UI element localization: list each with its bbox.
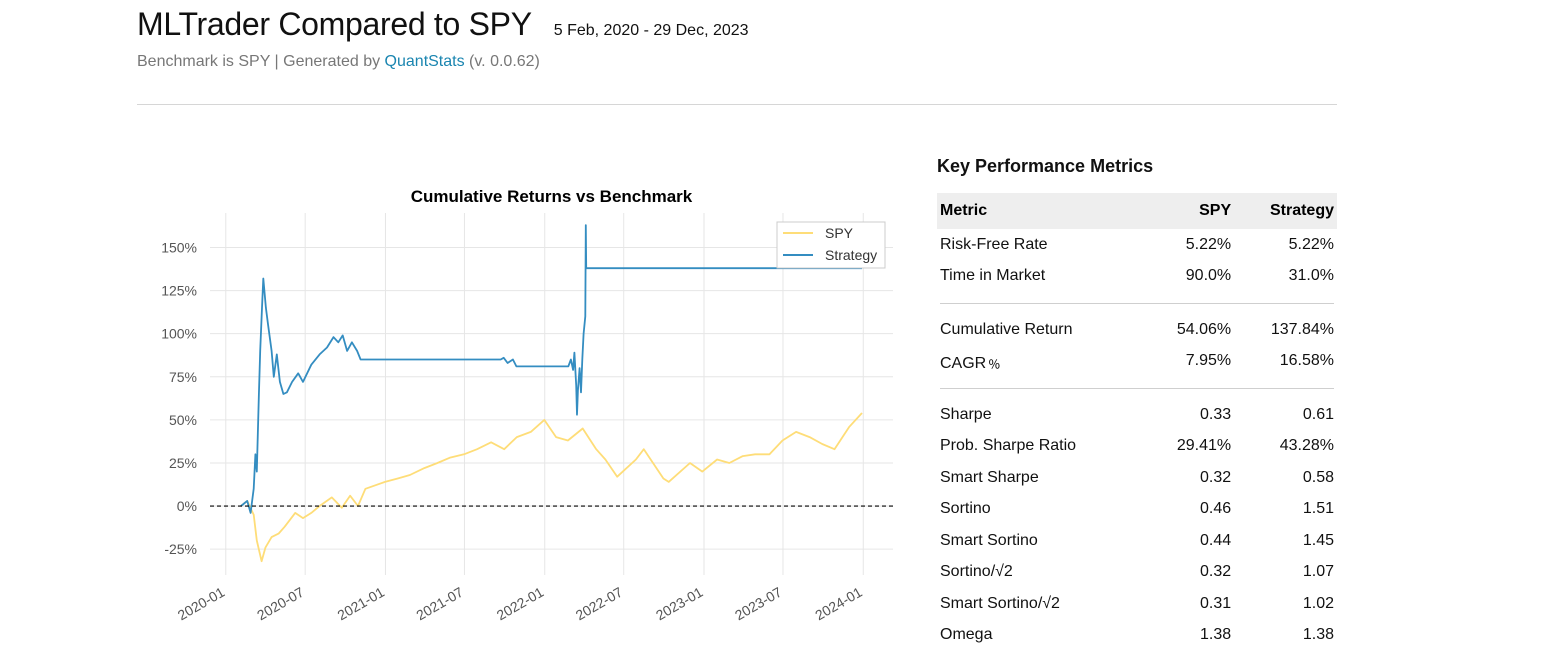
metrics-col-metric: Metric <box>940 202 988 219</box>
metric-name: Smart Sharpe <box>940 468 1039 486</box>
spy-value: 1.38 <box>1200 626 1232 644</box>
strategy-value: 1.07 <box>1302 563 1334 581</box>
strategy-value: 137.84% <box>1270 320 1334 338</box>
chart-title: Cumulative Returns vs Benchmark <box>411 187 693 206</box>
spy-value: 90.0% <box>1185 267 1232 285</box>
cumulative-returns-chart: Cumulative Returns vs Benchmark -25% 0% 25%… <box>137 170 907 668</box>
metrics-row: Smart Sortino 0.44 1.45 <box>937 525 1337 557</box>
y-tick-label: 125% <box>161 283 197 299</box>
metrics-row: Prob. Sharpe Ratio 29.41% 43.28% <box>937 431 1337 463</box>
strategy-value: 43.28% <box>1279 437 1334 455</box>
y-tick-label: 150% <box>161 239 197 255</box>
legend-box <box>776 221 886 269</box>
x-tick-label: 2020-01 <box>175 584 228 624</box>
metrics-col-strategy: Strategy <box>1269 202 1334 219</box>
report-header: MLTrader Compared to SPY 5 Feb, 2020 - 2… <box>137 6 749 71</box>
title-row: MLTrader Compared to SPY 5 Feb, 2020 - 2… <box>137 6 749 43</box>
metrics-table: Metric SPY Strategy Risk-Free Rate 5.22% 5… <box>937 193 1337 651</box>
subtitle: Benchmark is SPY | Generated by QuantSta… <box>137 53 749 71</box>
metrics-header-row: Metric SPY Strategy <box>937 193 1337 229</box>
divider-line <box>940 387 1334 389</box>
y-tick-label: 50% <box>169 412 197 428</box>
divider-cell <box>937 292 1337 314</box>
header-divider <box>137 104 1337 105</box>
metric-name: Sortino <box>940 500 991 518</box>
y-tick-label: 25% <box>169 455 197 471</box>
divider-line <box>940 302 1334 304</box>
x-tick-label: 2022-07 <box>573 584 626 624</box>
spy-value: 54.06% <box>1176 320 1232 338</box>
metrics-group-divider <box>937 292 1337 314</box>
x-tick-label: 2021-01 <box>334 584 387 624</box>
strategy-value: 31.0% <box>1288 267 1334 285</box>
series-line-strategy <box>240 224 862 514</box>
chart-svg: Cumulative Returns vs Benchmark -25% 0% 25%… <box>161 187 893 624</box>
spy-value: 29.41% <box>1176 437 1232 455</box>
spy-value: 0.32 <box>1200 563 1232 581</box>
page-title: MLTrader Compared to SPY <box>137 6 532 42</box>
metrics-row: Smart Sortino/√2 0.31 1.02 <box>937 588 1337 620</box>
strategy-value: 1.02 <box>1302 594 1334 612</box>
legend-label: Strategy <box>825 247 877 263</box>
spy-value: 0.44 <box>1200 531 1232 549</box>
strategy-value: 1.38 <box>1302 626 1334 644</box>
y-tick-label: 100% <box>161 326 197 342</box>
metric-name: Prob. Sharpe Ratio <box>940 437 1077 455</box>
strategy-value: 0.61 <box>1302 405 1334 423</box>
series-line-spy <box>240 412 863 563</box>
x-tick-label: 2023-01 <box>653 584 706 624</box>
metric-name: Sortino/√2 <box>940 563 1013 581</box>
metrics-col-spy: SPY <box>1199 202 1232 219</box>
strategy-value: 1.45 <box>1302 531 1334 549</box>
metric-name: Cumulative Return <box>940 320 1073 338</box>
legend-label: SPY <box>825 225 854 241</box>
metric-name: Omega <box>940 626 993 644</box>
strategy-value: 1.51 <box>1302 500 1334 518</box>
strategy-value: 0.58 <box>1302 468 1334 486</box>
metrics-row: Omega 1.38 1.38 <box>937 620 1337 652</box>
x-tick-label: 2023-07 <box>732 584 785 624</box>
metrics-row: Sharpe 0.33 0.61 <box>937 399 1337 431</box>
x-tick-label: 2020-07 <box>254 584 307 624</box>
strategy-value: 16.58% <box>1279 352 1334 370</box>
metrics-row: Risk-Free Rate 5.22% 5.22% <box>937 229 1337 261</box>
metrics-row: Time in Market 90.0% 31.0% <box>937 261 1337 293</box>
x-tick-label: 2022-01 <box>494 584 547 624</box>
metrics-row: Sortino/√2 0.32 1.07 <box>937 557 1337 589</box>
divider-cell <box>937 377 1337 399</box>
spy-value: 0.46 <box>1200 500 1232 518</box>
spy-value: 7.95% <box>1185 352 1232 370</box>
y-tick-label: 0% <box>177 498 197 514</box>
spy-value: 0.33 <box>1200 405 1232 423</box>
metric-name: Sharpe <box>940 405 992 423</box>
metrics-row: Smart Sharpe 0.32 0.58 <box>937 462 1337 494</box>
metric-name: Smart Sortino <box>940 531 1038 549</box>
metric-name: Smart Sortino/√2 <box>940 594 1060 612</box>
date-range: 5 Feb, 2020 - 29 Dec, 2023 <box>553 22 749 39</box>
metric-name: Risk-Free Rate <box>940 235 1048 253</box>
metric-name: Time in Market <box>940 267 1046 285</box>
metrics-row: CAGR﹪ 7.95% 16.58% <box>937 346 1337 378</box>
metric-name: CAGR﹪ <box>940 355 1003 373</box>
metrics-row: Sortino 0.46 1.51 <box>937 494 1337 526</box>
strategy-value: 5.22% <box>1288 235 1334 253</box>
spy-value: 0.32 <box>1200 468 1232 486</box>
subtitle-suffix: (v. 0.0.62) <box>464 53 540 70</box>
key-performance-metrics: Key Performance Metrics Metric SPY Strat… <box>937 156 1337 651</box>
y-tick-label: -25% <box>164 541 197 557</box>
y-tick-label: 75% <box>169 369 197 385</box>
subtitle-prefix: Benchmark is SPY | Generated by <box>137 53 385 70</box>
metrics-row: Cumulative Return 54.06% 137.84% <box>937 314 1337 346</box>
metrics-body: Risk-Free Rate 5.22% 5.22% Time in Market 90… <box>937 229 1337 651</box>
metrics-group-divider <box>937 377 1337 399</box>
quantstats-link[interactable]: QuantStats <box>384 53 465 70</box>
metrics-title: Key Performance Metrics <box>937 156 1154 176</box>
x-tick-label: 2024-01 <box>812 584 865 624</box>
x-tick-label: 2021-07 <box>413 584 466 624</box>
spy-value: 0.31 <box>1200 594 1232 612</box>
spy-value: 5.22% <box>1185 235 1232 253</box>
